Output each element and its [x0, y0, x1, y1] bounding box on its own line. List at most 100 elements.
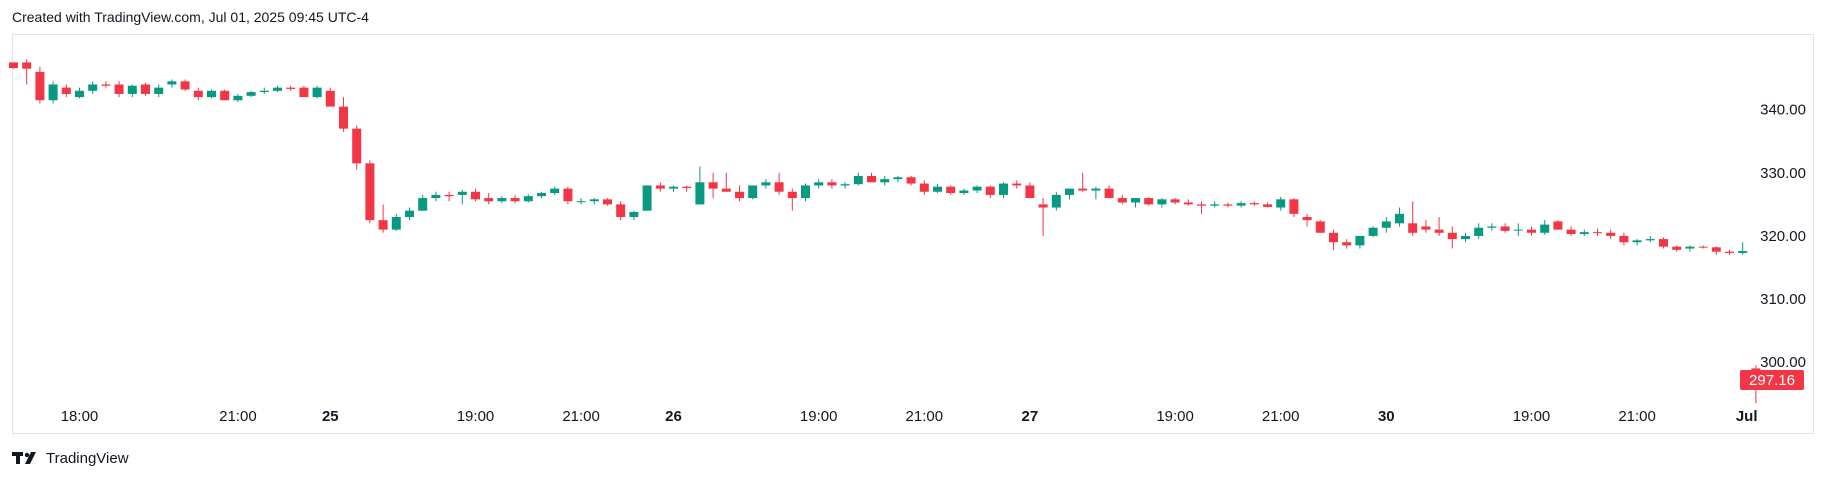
- candle[interactable]: [127, 85, 137, 94]
- candle[interactable]: [523, 196, 533, 202]
- candle[interactable]: [1395, 213, 1404, 224]
- candle[interactable]: [906, 177, 916, 184]
- candle[interactable]: [259, 90, 269, 93]
- candle[interactable]: [1461, 235, 1470, 240]
- candle[interactable]: [286, 87, 296, 89]
- candle[interactable]: [893, 177, 903, 180]
- candle[interactable]: [1447, 232, 1457, 240]
- candle[interactable]: [1117, 198, 1127, 203]
- candle[interactable]: [405, 210, 414, 217]
- candle[interactable]: [761, 182, 771, 186]
- candle[interactable]: [985, 186, 995, 195]
- candle[interactable]: [919, 183, 929, 192]
- candle[interactable]: [721, 188, 731, 192]
- candle[interactable]: [576, 201, 586, 203]
- candle[interactable]: [510, 198, 520, 202]
- candle[interactable]: [1025, 185, 1035, 199]
- candle[interactable]: [1223, 204, 1233, 206]
- candle[interactable]: [1051, 194, 1061, 208]
- candle[interactable]: [273, 87, 282, 91]
- candle[interactable]: [114, 84, 124, 94]
- candle[interactable]: [682, 186, 692, 188]
- candle[interactable]: [814, 182, 824, 186]
- candle[interactable]: [1170, 199, 1180, 203]
- candle[interactable]: [1329, 232, 1338, 243]
- candle[interactable]: [457, 191, 467, 195]
- candle[interactable]: [1104, 188, 1114, 199]
- candle[interactable]: [418, 198, 428, 211]
- candle[interactable]: [1302, 217, 1312, 221]
- candle[interactable]: [655, 185, 665, 189]
- candle[interactable]: [1210, 204, 1220, 206]
- candle[interactable]: [1553, 221, 1563, 230]
- candle[interactable]: [444, 194, 454, 197]
- candle[interactable]: [378, 220, 388, 230]
- candle[interactable]: [1236, 203, 1246, 206]
- candle[interactable]: [1381, 221, 1391, 228]
- candle[interactable]: [1645, 239, 1655, 241]
- candle[interactable]: [1197, 204, 1206, 206]
- candle[interactable]: [1144, 198, 1154, 205]
- candle[interactable]: [207, 90, 216, 98]
- candle[interactable]: [1342, 242, 1352, 246]
- candle[interactable]: [1527, 229, 1536, 233]
- candle[interactable]: [1315, 221, 1325, 233]
- candle[interactable]: [867, 175, 876, 183]
- candle[interactable]: [246, 92, 256, 96]
- candle[interactable]: [61, 87, 71, 94]
- candle[interactable]: [589, 199, 599, 202]
- candle[interactable]: [180, 81, 190, 90]
- candle[interactable]: [312, 87, 322, 98]
- candle[interactable]: [141, 84, 150, 94]
- candle[interactable]: [1183, 202, 1193, 205]
- candle[interactable]: [695, 182, 705, 205]
- candle[interactable]: [1540, 224, 1550, 233]
- candle[interactable]: [1408, 223, 1418, 233]
- candle[interactable]: [669, 186, 678, 189]
- candle[interactable]: [22, 62, 32, 69]
- candle[interactable]: [1434, 229, 1444, 233]
- candle[interactable]: [1012, 183, 1022, 186]
- candle[interactable]: [471, 191, 480, 200]
- candle[interactable]: [972, 186, 982, 191]
- candle[interactable]: [840, 184, 850, 186]
- candle[interactable]: [748, 185, 758, 199]
- candle[interactable]: [1566, 229, 1576, 235]
- candle[interactable]: [1619, 235, 1629, 243]
- candle[interactable]: [1672, 246, 1682, 250]
- candle[interactable]: [154, 87, 164, 94]
- candle[interactable]: [1249, 203, 1259, 205]
- candle[interactable]: [1632, 240, 1642, 243]
- candle[interactable]: [1579, 232, 1589, 235]
- candle[interactable]: [537, 193, 546, 197]
- candle[interactable]: [1368, 227, 1378, 236]
- candle[interactable]: [708, 182, 718, 189]
- candle[interactable]: [1038, 204, 1048, 208]
- candle[interactable]: [563, 188, 573, 202]
- candle[interactable]: [616, 204, 626, 217]
- candle[interactable]: [999, 183, 1008, 195]
- candle[interactable]: [220, 90, 230, 101]
- candle[interactable]: [88, 84, 98, 91]
- candle[interactable]: [550, 188, 560, 194]
- candle[interactable]: [1513, 229, 1523, 231]
- candle[interactable]: [735, 191, 744, 199]
- candle[interactable]: [193, 90, 203, 98]
- candle[interactable]: [853, 175, 863, 185]
- candle[interactable]: [365, 163, 375, 221]
- candle[interactable]: [1421, 226, 1431, 230]
- candle[interactable]: [1606, 232, 1616, 236]
- candle[interactable]: [774, 182, 784, 192]
- candle[interactable]: [75, 90, 84, 98]
- candle[interactable]: [1725, 251, 1734, 253]
- candle[interactable]: [946, 186, 956, 194]
- candle[interactable]: [167, 81, 177, 85]
- candle[interactable]: [1078, 188, 1088, 191]
- candle[interactable]: [1065, 188, 1074, 195]
- candle[interactable]: [959, 190, 969, 194]
- candle[interactable]: [233, 95, 243, 101]
- candle[interactable]: [1263, 204, 1272, 207]
- candle[interactable]: [1355, 235, 1365, 246]
- candle[interactable]: [801, 185, 810, 199]
